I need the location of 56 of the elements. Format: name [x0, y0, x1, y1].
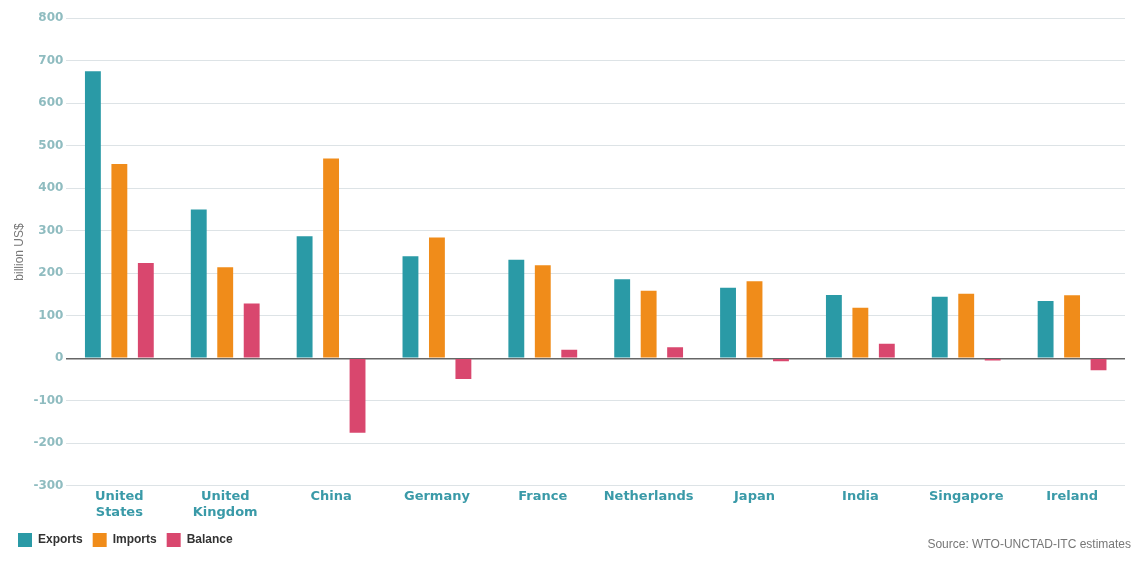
bar: [111, 164, 128, 358]
y-tick-label: 200: [38, 265, 64, 280]
y-tick-label: -200: [33, 435, 64, 450]
bar: [402, 256, 419, 358]
bar: [667, 347, 684, 358]
bar: [773, 359, 789, 362]
bar: [878, 343, 895, 358]
y-tick-label: 400: [38, 180, 64, 195]
bar: [1064, 295, 1081, 358]
bar: [1037, 300, 1054, 358]
bar: [720, 287, 736, 358]
x-tick-label: France: [518, 487, 568, 503]
legend-label: Balance: [186, 532, 234, 547]
source-note: Source: WTO-UNCTAD-ITC estimates: [927, 537, 1131, 551]
bar: [84, 71, 101, 358]
x-tick-label: Germany: [403, 487, 471, 503]
bar: [852, 307, 869, 358]
bar: [190, 209, 207, 358]
x-tick-label: United States: [95, 487, 144, 519]
y-tick-label: 100: [38, 307, 64, 322]
bar: [958, 293, 975, 358]
bar: [137, 263, 154, 358]
bar: [243, 303, 260, 358]
legend-label: Imports: [112, 532, 158, 547]
bar: [534, 265, 551, 358]
y-tick-label: 300: [38, 222, 64, 237]
bar: [349, 359, 366, 433]
y-tick-label: 500: [38, 137, 64, 152]
y-tick-label: 800: [38, 10, 64, 25]
y-axis-title: billion US$: [11, 223, 26, 281]
bar: [640, 290, 657, 358]
bar: [296, 236, 313, 358]
bar: [323, 158, 340, 358]
bar: [1090, 359, 1107, 371]
x-tick-label: China: [310, 487, 352, 503]
x-tick-label: United Kingdom: [192, 487, 258, 519]
bar: [561, 349, 578, 358]
y-tick-label: 0: [55, 350, 64, 365]
bar: [931, 296, 948, 358]
bar: [825, 294, 842, 358]
bar: [614, 279, 631, 358]
x-tick-label: Japan: [733, 487, 775, 503]
y-tick-label: 700: [38, 52, 64, 67]
bar: [455, 359, 472, 380]
bar: [428, 237, 445, 358]
y-tick-label: 600: [38, 95, 64, 110]
bar: [217, 267, 234, 358]
y-tick-label: -300: [33, 477, 64, 492]
x-tick-label: Ireland: [1046, 487, 1098, 503]
y-tick-label: -100: [33, 392, 64, 407]
bar: [746, 281, 763, 358]
x-tick-label: India: [842, 487, 879, 503]
x-tick-label: Singapore: [928, 487, 1004, 503]
x-tick-label: Netherlands: [603, 487, 694, 503]
legend-label: Exports: [38, 532, 83, 547]
bar: [508, 259, 525, 358]
